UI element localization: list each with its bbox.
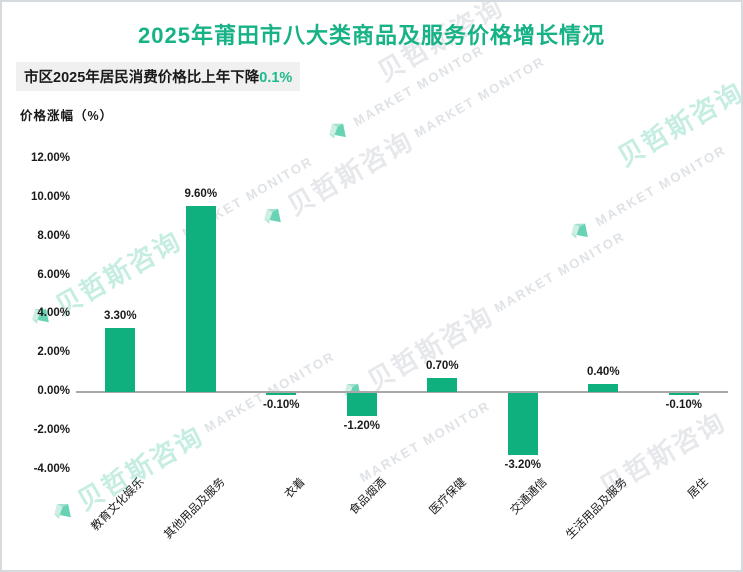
chart-title: 2025年莆田市八大类商品及服务价格增长情况	[138, 23, 605, 48]
subtitle-text: 市区2025年居民消费价格比上年下降	[24, 70, 260, 86]
bar-医疗保健	[427, 378, 458, 392]
bar-教育文化娱乐	[105, 327, 136, 392]
value-label: 0.70%	[425, 360, 459, 373]
bar-食品烟酒	[346, 393, 377, 417]
value-label: -1.20%	[343, 420, 380, 433]
value-label: -0.10%	[665, 399, 702, 411]
y-tick-label: 12.00%	[30, 152, 70, 165]
bar-其他用品及服务	[185, 205, 216, 392]
bar-居住	[668, 393, 699, 395]
x-category-label: 教育文化娱乐	[89, 476, 147, 534]
value-label: 3.30%	[103, 309, 137, 322]
y-axis-title: 价格涨幅（%）	[20, 109, 114, 123]
bar-交通通信	[507, 393, 538, 456]
value-label: 0.40%	[586, 366, 620, 379]
subtitle-highlight-value: 0.1%	[259, 70, 293, 86]
x-axis-zero-line	[76, 391, 728, 393]
y-tick-label: 8.00%	[37, 229, 70, 242]
y-tick-label: 2.00%	[37, 346, 70, 359]
y-tick-label: -4.00%	[33, 462, 70, 475]
y-tick-label: 10.00%	[30, 191, 70, 203]
bar-生活用品及服务	[588, 384, 619, 392]
bar-衣着	[266, 393, 297, 395]
y-tick-label: 4.00%	[37, 307, 70, 320]
value-label: 9.60%	[184, 187, 218, 200]
y-tick-label: 0.00%	[37, 385, 70, 397]
chart-subtitle: 市区2025年居民消费价格比上年下降0.1%	[16, 62, 301, 91]
y-tick-label: -2.00%	[33, 423, 70, 436]
value-label: -3.20%	[504, 459, 541, 472]
value-label: -0.10%	[263, 399, 300, 411]
y-tick-label: 6.00%	[37, 268, 70, 281]
